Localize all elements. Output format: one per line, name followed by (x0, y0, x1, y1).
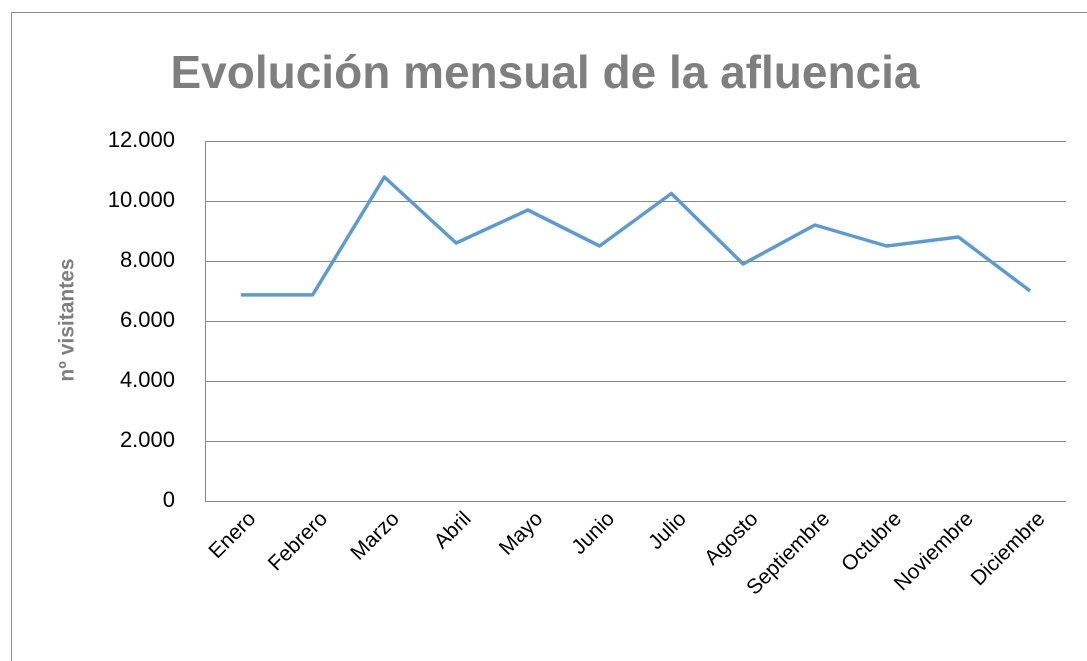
y-tick-label: 4.000 (120, 367, 175, 392)
data-line (240, 175, 1032, 297)
y-tick-label: 10.000 (108, 187, 175, 212)
y-tick-label: 0 (163, 487, 175, 512)
y-tick-label: 2.000 (120, 427, 175, 452)
y-tick-label: 8.000 (120, 247, 175, 272)
y-axis-label: nº visitantes (56, 258, 79, 381)
chart-frame (11, 12, 1087, 661)
y-tick-label: 12.000 (108, 127, 175, 152)
chart-title: Evolución mensual de la afluencia (170, 46, 919, 98)
y-tick-label: 6.000 (120, 307, 175, 332)
